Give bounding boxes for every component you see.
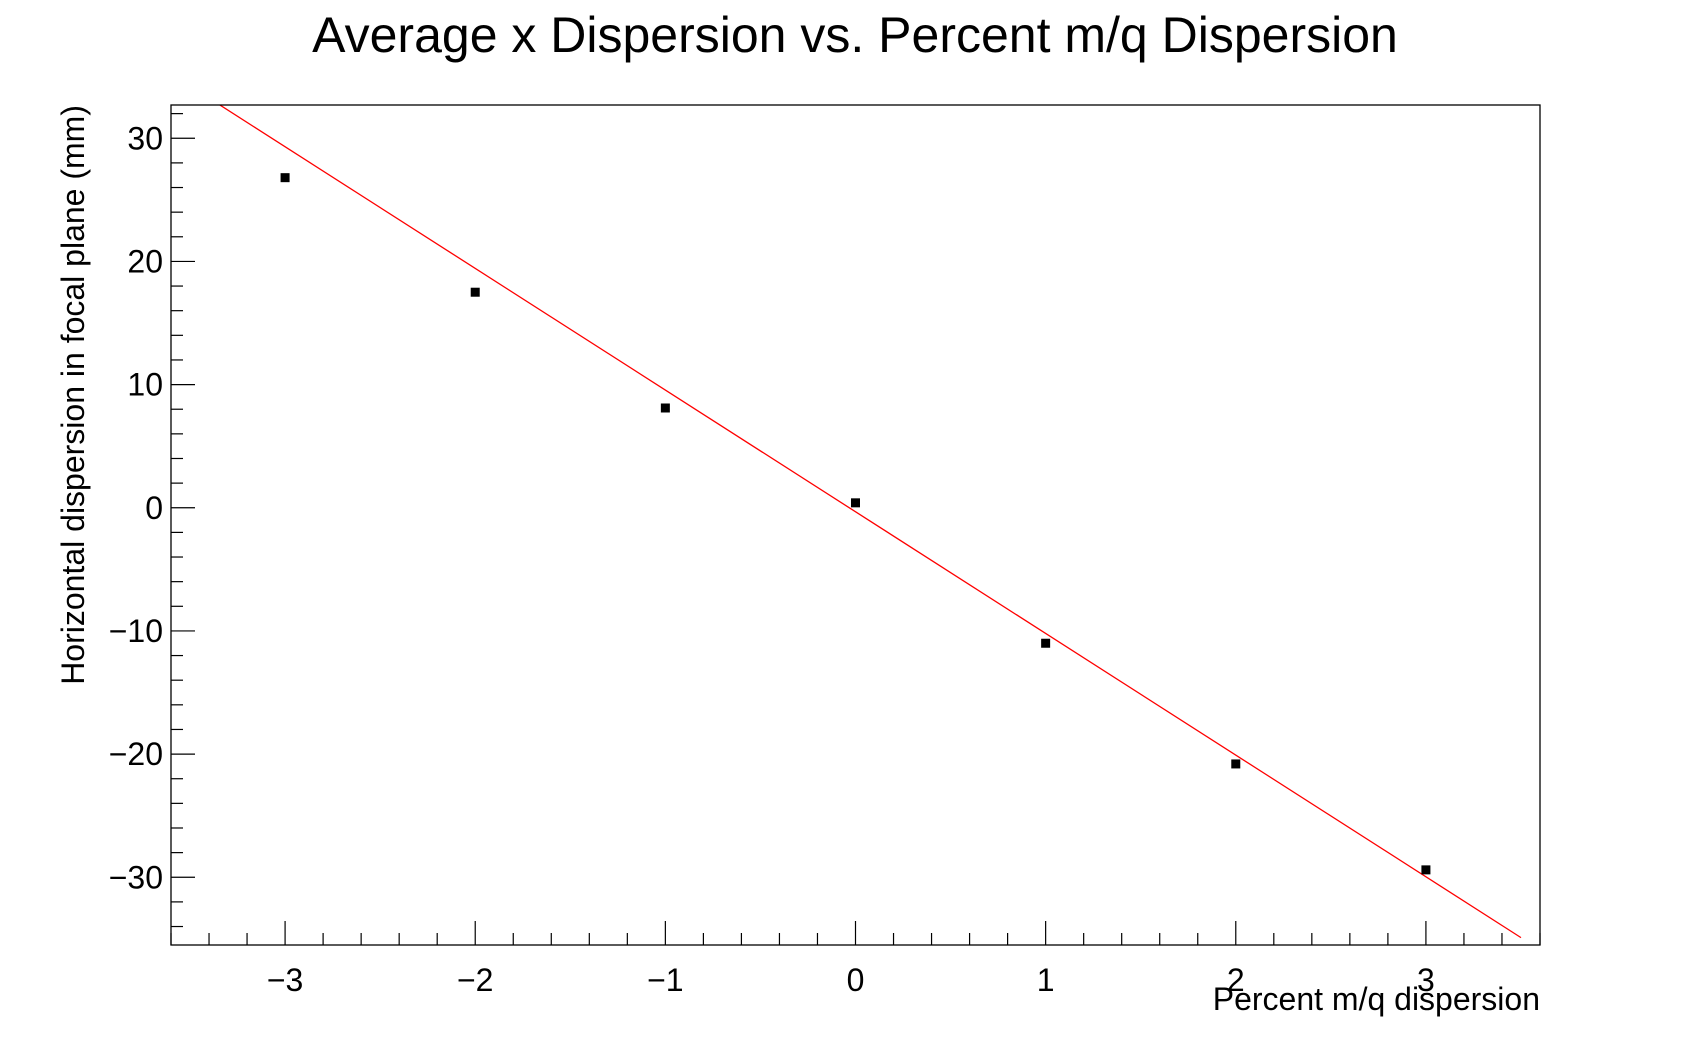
y-tick-label: −20 bbox=[109, 736, 163, 772]
y-tick-label: 10 bbox=[127, 367, 163, 403]
y-tick-label: 0 bbox=[145, 490, 163, 526]
x-axis-title: Percent m/q dispersion bbox=[1213, 981, 1540, 1017]
data-point bbox=[280, 173, 290, 183]
fit-line bbox=[218, 105, 1522, 939]
data-point bbox=[660, 403, 670, 413]
x-tick-label: −2 bbox=[457, 962, 493, 998]
x-tick-label: 3 bbox=[1417, 962, 1435, 998]
y-tick-label: −30 bbox=[109, 859, 163, 895]
fit-line-layer bbox=[218, 105, 1522, 939]
y-tick-label: −10 bbox=[109, 613, 163, 649]
data-points-layer bbox=[280, 173, 1431, 875]
x-tick-label: 0 bbox=[847, 962, 865, 998]
data-point bbox=[470, 287, 480, 297]
data-point bbox=[1421, 865, 1431, 875]
x-tick-label: −3 bbox=[267, 962, 303, 998]
y-axis-title: Horizontal dispersion in focal plane (mm… bbox=[55, 105, 91, 685]
data-point bbox=[851, 498, 860, 508]
x-tick-label: 1 bbox=[1037, 962, 1055, 998]
data-point bbox=[1041, 638, 1051, 648]
chart-title: Average x Dispersion vs. Percent m/q Dis… bbox=[312, 7, 1398, 63]
x-tick-label: 2 bbox=[1227, 962, 1245, 998]
data-point bbox=[1231, 759, 1241, 769]
x-tick-label: −1 bbox=[647, 962, 683, 998]
y-tick-label: 20 bbox=[127, 243, 163, 279]
y-tick-label: 30 bbox=[127, 120, 163, 156]
axis-ticks bbox=[170, 113, 1541, 945]
